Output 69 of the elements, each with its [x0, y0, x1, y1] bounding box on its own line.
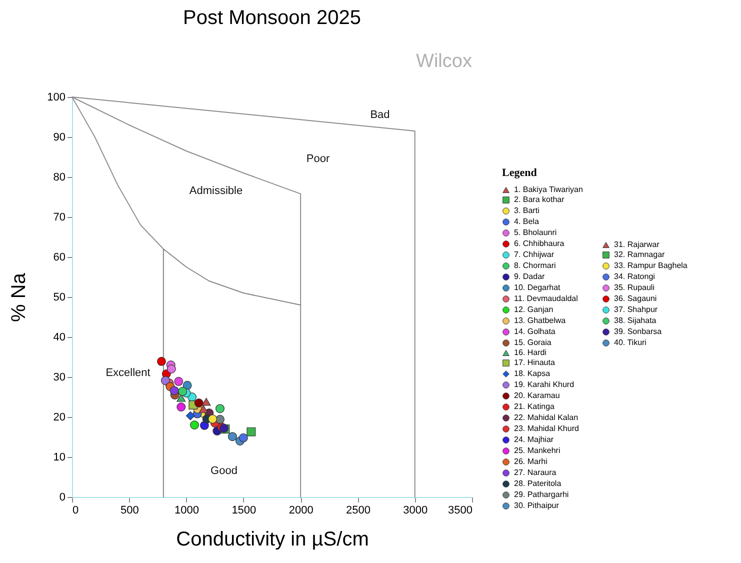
legend-label: 17. Hinauta	[514, 358, 556, 367]
legend-label: 36. Sagauni	[614, 294, 657, 303]
legend-label: 5. Bholaunri	[514, 228, 557, 237]
legend-label: 6. Chhibhaura	[514, 239, 565, 248]
x-tick-label: 2000	[288, 504, 314, 516]
x-tick-label: 3000	[403, 504, 428, 516]
y-tick-label: 90	[53, 132, 66, 144]
y-tick-label: 50	[53, 292, 66, 304]
annotation: Poor	[306, 153, 330, 165]
legend-label: 9. Dadar	[514, 272, 546, 281]
legend-label: 40. Tikuri	[614, 338, 647, 347]
annotation: Excellent	[106, 367, 150, 379]
legend-label: 24. Majhiar	[514, 435, 554, 444]
legend-label: 20. Karamau	[514, 391, 560, 400]
x-tick-label: 500	[120, 504, 139, 516]
legend-label: 16. Hardi	[514, 348, 547, 357]
legend-label: 39. Sonbarsa	[614, 327, 662, 336]
legend-label: 14. Golhata	[514, 327, 556, 336]
annotation: Bad	[370, 109, 390, 121]
y-tick-label: 10	[53, 452, 66, 464]
legend-label: 31. Rajarwar	[614, 240, 660, 249]
chart-title: Post Monsoon 2025	[183, 7, 361, 29]
legend-label: 11. Devmaudaldal	[514, 294, 578, 303]
y-axis-title: % Na	[8, 272, 30, 322]
text: Wilcox	[416, 51, 472, 72]
legend-label: 10. Degarhat	[514, 283, 562, 292]
y-tick-label: 100	[47, 92, 66, 104]
x-tick-label: 1500	[232, 504, 256, 516]
legend-label: 35. Rupauli	[614, 283, 655, 292]
y-tick-label: 30	[53, 372, 66, 384]
legend-label: 7. Chhijwar	[514, 250, 554, 259]
legend-label: 1. Bakiya Tiwariyan	[514, 185, 583, 194]
legend-label: 37. Shahpur	[614, 305, 658, 314]
x-tick-label: 2500	[346, 504, 370, 516]
legend-label: 3. Barti	[514, 206, 540, 215]
legend-label: 13. Ghatbelwa	[514, 316, 566, 325]
y-tick-label: 60	[53, 252, 66, 264]
y-tick-label: 0	[59, 492, 66, 504]
legend-label: 21. Katinga	[514, 402, 556, 411]
x-axis-title: Conductivity in µS/cm	[176, 528, 369, 550]
legend-label: 19. Karahi Khurd	[514, 380, 574, 389]
legend-label: 28. Pateritola	[514, 479, 562, 488]
legend-label: 23. Mahidal Khurd	[514, 424, 579, 433]
x-tick-label: 3500	[448, 504, 472, 516]
legend-label: 27. Naraura	[514, 468, 557, 477]
legend-label: 18. Kapsa	[514, 369, 551, 378]
y-tick-label: 20	[53, 412, 66, 424]
legend-label: 25. Mankehri	[514, 446, 560, 455]
legend-label: 12. Ganjan	[514, 305, 554, 314]
legend-label: 30. Pithaipur	[514, 501, 560, 510]
legend-label: 22. Mahidal Kalan	[514, 413, 578, 422]
annotation: Admissible	[189, 185, 243, 197]
legend-label: 4. Bela	[514, 217, 540, 226]
legend-label: 15. Goraia	[514, 338, 552, 347]
legend-label: 34. Ratongi	[614, 272, 656, 281]
x-tick-label: 0	[72, 504, 79, 516]
legend-label: 2. Bara kothar	[514, 195, 565, 204]
y-tick-label: 80	[53, 172, 66, 184]
legend-label: 33. Rampur Baghela	[614, 261, 688, 270]
legend-label: 38. Sijahata	[614, 316, 657, 325]
x-tick-label: 1000	[174, 504, 200, 516]
y-tick-label: 70	[53, 212, 66, 224]
y-tick-label: 40	[53, 332, 66, 344]
legend-label: 26. Marhi	[514, 457, 548, 466]
legend-label: 29. Pathargarhi	[514, 490, 569, 499]
legend-label: 32. Ramnagar	[614, 250, 666, 259]
legend-title: Legend	[502, 167, 537, 179]
legend-label: 8. Chormari	[514, 261, 556, 270]
annotation: Good	[210, 465, 238, 477]
